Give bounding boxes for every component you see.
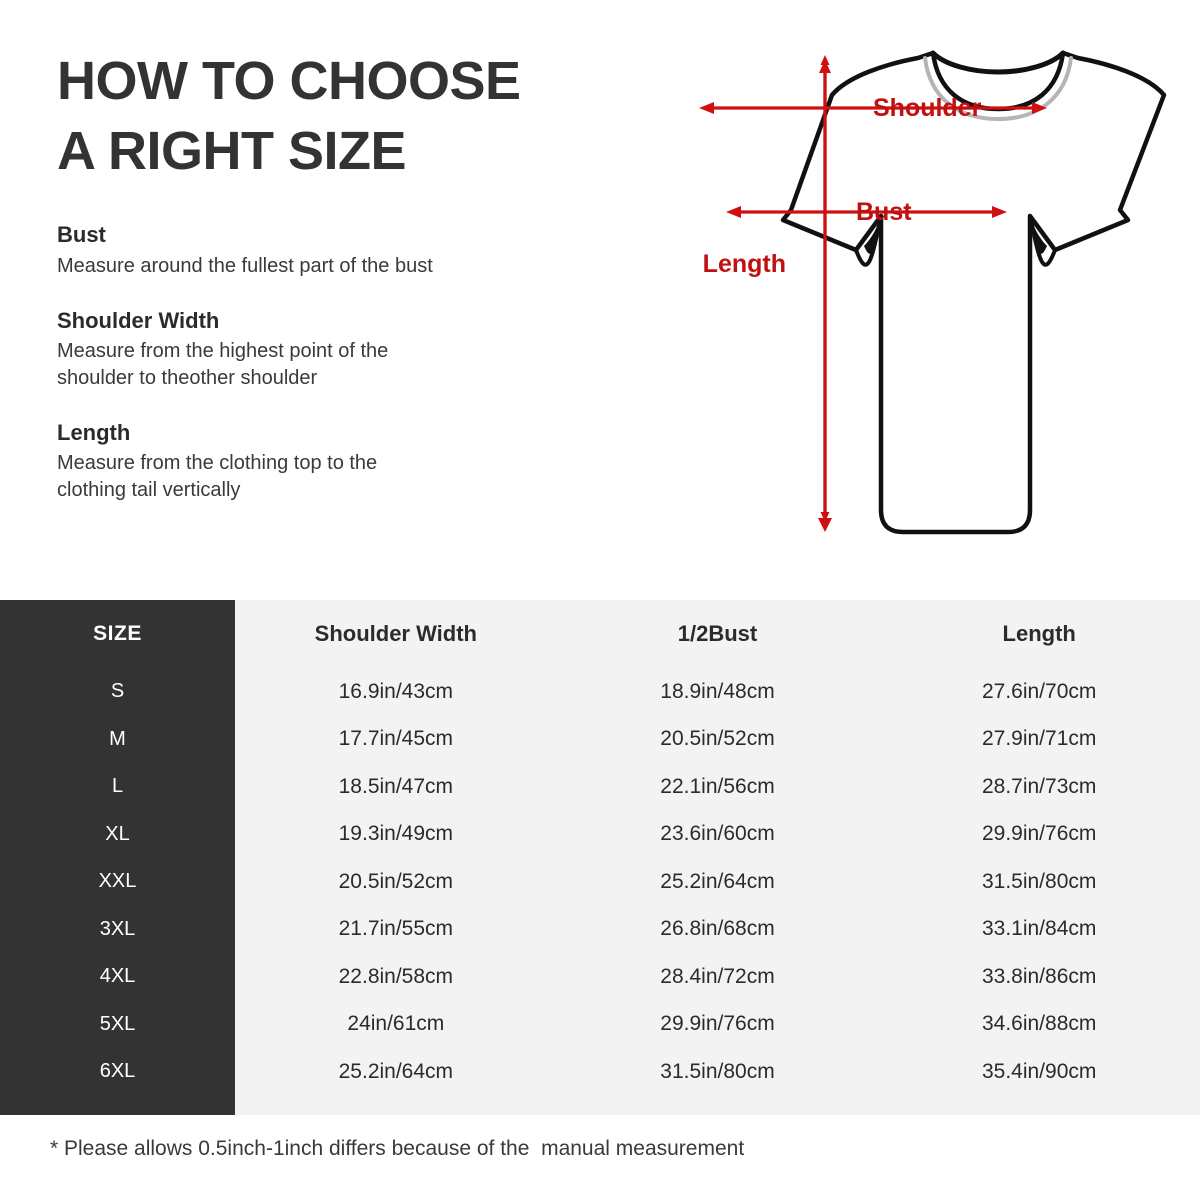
page-title: HOW TO CHOOSE A RIGHT SIZE [57, 51, 521, 182]
table-row[interactable]: 21.7in/55cm 26.8in/68cm 33.1in/84cm [235, 906, 1200, 954]
measurement-guide-panel: HOW TO CHOOSE A RIGHT SIZE Bust Measure … [57, 46, 597, 503]
cell-length: 35.4in/90cm [981, 1059, 1097, 1083]
cell-half-bust: 18.9in/48cm [660, 679, 775, 703]
column-header-size: SIZE [93, 622, 142, 645]
cell-length: 31.5in/80cm [981, 869, 1097, 893]
column-header-length: Length [1002, 621, 1076, 646]
cell-shoulder-width: 22.8in/58cm [338, 964, 454, 988]
table-row-size-l[interactable]: L [0, 763, 235, 811]
size-label: 3XL [99, 917, 136, 940]
cell-half-bust: 22.1in/56cm [660, 774, 775, 798]
cell-length: 33.8in/86cm [981, 964, 1097, 988]
measure-term-length: Length [57, 419, 131, 445]
cell-half-bust: 31.5in/80cm [660, 1059, 775, 1083]
table-row-size-m[interactable]: M [0, 716, 235, 764]
measure-desc-length: Measure from the clothing top to the clo… [57, 452, 378, 501]
shoulder-label: Shoulder [873, 94, 982, 122]
cell-half-bust: 20.5in/52cm [660, 727, 775, 751]
table-row[interactable]: 20.5in/52cm 25.2in/64cm 31.5in/80cm [235, 858, 1200, 906]
cell-shoulder-width: 16.9in/43cm [338, 679, 454, 703]
column-header-half-bust: 1/2Bust [677, 621, 758, 646]
tshirt-diagram: Shoulder Bust Length [600, 20, 1180, 580]
size-label: XL [105, 822, 130, 845]
table-row[interactable]: 19.3in/49cm 23.6in/60cm 29.9in/76cm [235, 811, 1200, 859]
table-row-size-6xl[interactable]: 6XL [0, 1048, 235, 1096]
table-row[interactable]: 17.7in/45cm 20.5in/52cm 27.9in/71cm [235, 716, 1200, 764]
column-header-shoulder-width: Shoulder Width [314, 621, 477, 646]
size-chart-table: SIZE S M L XL XXL 3XL 4XL 5XL 6XL Should… [0, 600, 1200, 1115]
bust-label: Bust [856, 198, 912, 226]
measure-term-shoulder-width: Shoulder Width [57, 307, 220, 333]
measurement-disclaimer: * Please allows 0.5inch-1inch differs be… [50, 1137, 745, 1160]
size-label: M [109, 727, 126, 750]
measure-block-length: Length Measure from the clothing top to … [57, 418, 597, 504]
size-label: 6XL [99, 1060, 136, 1083]
cell-half-bust: 28.4in/72cm [660, 964, 775, 988]
cell-shoulder-width: 19.3in/49cm [338, 822, 454, 846]
cell-shoulder-width: 21.7in/55cm [338, 917, 454, 941]
cell-shoulder-width: 17.7in/45cm [338, 727, 454, 751]
table-row[interactable]: 24in/61cm 29.9in/76cm 34.6in/88cm [235, 1001, 1200, 1049]
measure-desc-shoulder-width: Measure from the highest point of the sh… [57, 340, 389, 389]
size-label: L [111, 775, 124, 798]
cell-length: 33.1in/84cm [981, 917, 1097, 941]
size-label: 5XL [99, 1012, 136, 1035]
cell-length: 29.9in/76cm [981, 822, 1097, 846]
table-row-size-4xl[interactable]: 4XL [0, 953, 235, 1001]
cell-half-bust: 29.9in/76cm [660, 1012, 775, 1036]
cell-length: 27.9in/71cm [981, 727, 1097, 751]
measurement-columns: Shoulder Width 1/2Bust Length 16.9in/43c… [235, 600, 1200, 1115]
table-header-row-size: SIZE [0, 600, 235, 668]
cell-shoulder-width: 20.5in/52cm [338, 869, 454, 893]
measure-block-shoulder-width: Shoulder Width Measure from the highest … [57, 306, 597, 392]
table-row-size-xxl[interactable]: XXL [0, 858, 235, 906]
size-column: SIZE S M L XL XXL 3XL 4XL 5XL 6XL [0, 600, 235, 1115]
cell-half-bust: 23.6in/60cm [660, 822, 775, 846]
measure-block-bust: Bust Measure around the fullest part of … [57, 220, 597, 279]
cell-shoulder-width: 24in/61cm [347, 1012, 445, 1036]
length-arrow [818, 55, 832, 532]
size-label: 4XL [99, 965, 136, 988]
table-row[interactable]: 25.2in/64cm 31.5in/80cm 35.4in/90cm [235, 1048, 1200, 1096]
table-row[interactable]: 22.8in/58cm 28.4in/72cm 33.8in/86cm [235, 953, 1200, 1001]
table-row-size-5xl[interactable]: 5XL [0, 1001, 235, 1049]
measure-desc-bust: Measure around the fullest part of the b… [57, 255, 433, 278]
cell-shoulder-width: 25.2in/64cm [338, 1059, 454, 1083]
table-row-size-3xl[interactable]: 3XL [0, 906, 235, 954]
table-row-size-s[interactable]: S [0, 668, 235, 716]
table-row[interactable]: 16.9in/43cm 18.9in/48cm 27.6in/70cm [235, 668, 1200, 716]
measure-term-bust: Bust [57, 222, 106, 248]
cell-half-bust: 25.2in/64cm [660, 869, 775, 893]
table-header-row: Shoulder Width 1/2Bust Length [235, 600, 1200, 668]
cell-length: 34.6in/88cm [981, 1012, 1097, 1036]
table-row[interactable]: 18.5in/47cm 22.1in/56cm 28.7in/73cm [235, 763, 1200, 811]
size-label: XXL [98, 870, 137, 893]
cell-shoulder-width: 18.5in/47cm [338, 774, 454, 798]
length-label: Length [703, 250, 786, 278]
cell-half-bust: 26.8in/68cm [660, 917, 775, 941]
bust-arrow [726, 206, 1007, 218]
shoulder-arrow [699, 102, 1047, 114]
tshirt-outline-shape [780, 50, 1167, 535]
cell-length: 27.6in/70cm [981, 679, 1097, 703]
cell-length: 28.7in/73cm [981, 774, 1097, 798]
size-label: S [110, 680, 125, 703]
table-row-size-xl[interactable]: XL [0, 811, 235, 859]
header-section: HOW TO CHOOSE A RIGHT SIZE Bust Measure … [57, 20, 1180, 580]
